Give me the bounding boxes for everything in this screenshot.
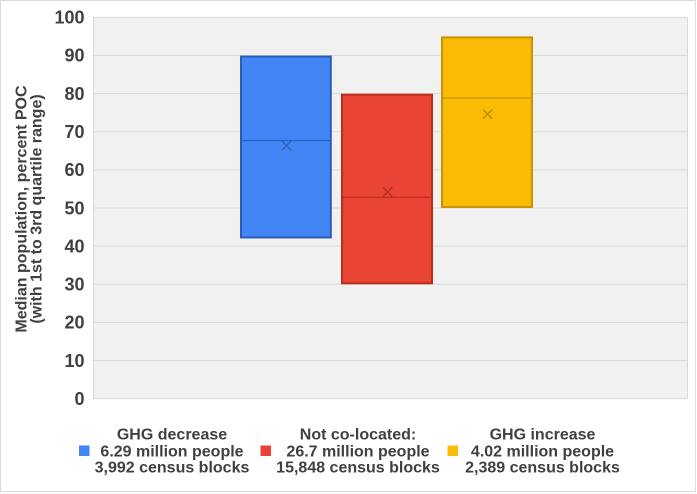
svg-text:30: 30 (64, 275, 84, 295)
svg-text:40: 40 (64, 236, 84, 256)
svg-text:2,389 census blocks: 2,389 census blocks (465, 460, 620, 477)
svg-text:26.7 million people: 26.7 million people (286, 443, 429, 460)
svg-text:10: 10 (64, 351, 84, 371)
svg-text:0: 0 (74, 389, 84, 409)
svg-text:Median population, percent POC: Median population, percent POC (13, 85, 30, 333)
svg-text:80: 80 (64, 84, 84, 104)
svg-text:GHG increase: GHG increase (490, 427, 596, 444)
svg-text:4.02 million people: 4.02 million people (471, 443, 614, 460)
svg-text:Not co-located:: Not co-located: (300, 427, 416, 444)
svg-text:GHG decrease: GHG decrease (117, 427, 227, 444)
svg-text:50: 50 (64, 198, 84, 218)
svg-text:60: 60 (64, 160, 84, 180)
svg-text:70: 70 (64, 122, 84, 142)
svg-text:(with 1st to 3rd quartile rang: (with 1st to 3rd quartile range) (29, 94, 46, 323)
svg-text:90: 90 (64, 46, 84, 66)
svg-text:6.29 million people: 6.29 million people (100, 443, 243, 460)
svg-text:3,992 census blocks: 3,992 census blocks (95, 460, 250, 477)
svg-text:15,848 census blocks: 15,848 census blocks (276, 460, 440, 477)
svg-text:100: 100 (54, 8, 84, 28)
svg-text:20: 20 (64, 313, 84, 333)
